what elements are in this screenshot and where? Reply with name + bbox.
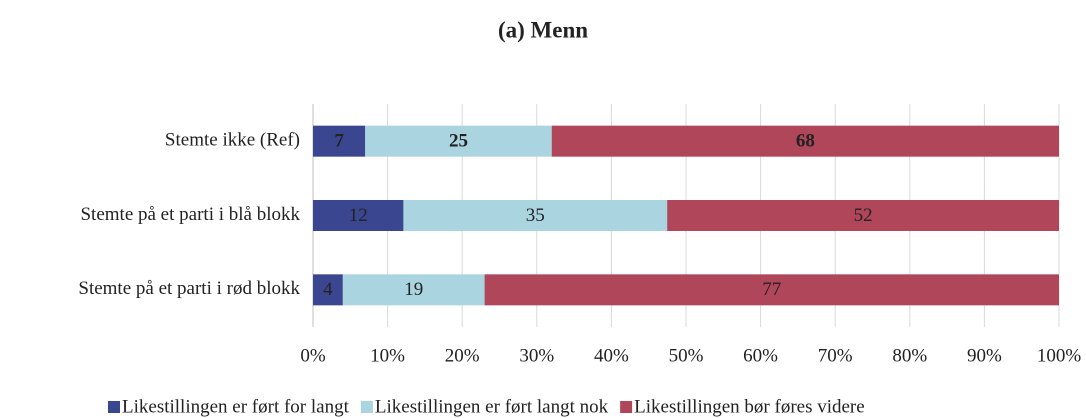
bar-segment xyxy=(342,274,485,306)
x-tick-label: 70% xyxy=(818,345,853,366)
x-tick-label: 80% xyxy=(892,345,927,366)
legend-label: Likestillingen er ført for langt xyxy=(122,396,350,417)
x-tick-label: 50% xyxy=(669,345,704,366)
bar-segment xyxy=(667,200,1059,231)
data-label: 19 xyxy=(404,279,423,300)
x-tick-label: 0% xyxy=(300,345,326,366)
data-label: 35 xyxy=(526,205,545,226)
bar-segment xyxy=(484,274,1060,306)
data-label: 52 xyxy=(854,205,873,226)
bar-segment xyxy=(403,200,668,231)
x-tick-label: 60% xyxy=(743,345,778,366)
x-tick-label: 90% xyxy=(967,345,1002,366)
x-tick-label: 30% xyxy=(519,345,554,366)
legend-swatch xyxy=(108,401,120,413)
bar-segment xyxy=(313,200,404,231)
x-tick-label: 20% xyxy=(445,345,480,366)
chart-title: (a) Menn xyxy=(498,17,588,42)
data-label: 77 xyxy=(762,279,781,300)
legend-swatch xyxy=(620,401,633,413)
bar-segment xyxy=(313,274,343,306)
bar-segment xyxy=(551,125,1059,157)
legend-label: Likestillingen bør føres videre xyxy=(634,396,865,417)
bar-segment xyxy=(365,125,552,157)
y-tick-label: Stemte ikke (Ref) xyxy=(165,130,300,151)
data-label: 25 xyxy=(449,131,468,152)
x-tick-label: 40% xyxy=(594,345,629,366)
data-label: 68 xyxy=(796,131,815,152)
y-tick-label: Stemte på et parti i rød blokk xyxy=(78,278,300,299)
data-label: 4 xyxy=(323,279,333,300)
legend-label: Likestillingen er ført langt nok xyxy=(375,396,609,417)
bar-segment xyxy=(313,125,366,157)
x-tick-label: 100% xyxy=(1037,345,1082,366)
y-tick-label: Stemte på et parti i blå blokk xyxy=(80,204,300,225)
x-tick-label: 10% xyxy=(370,345,405,366)
data-label: 7 xyxy=(334,131,344,152)
data-label: 12 xyxy=(349,205,368,226)
legend-swatch xyxy=(360,401,373,413)
